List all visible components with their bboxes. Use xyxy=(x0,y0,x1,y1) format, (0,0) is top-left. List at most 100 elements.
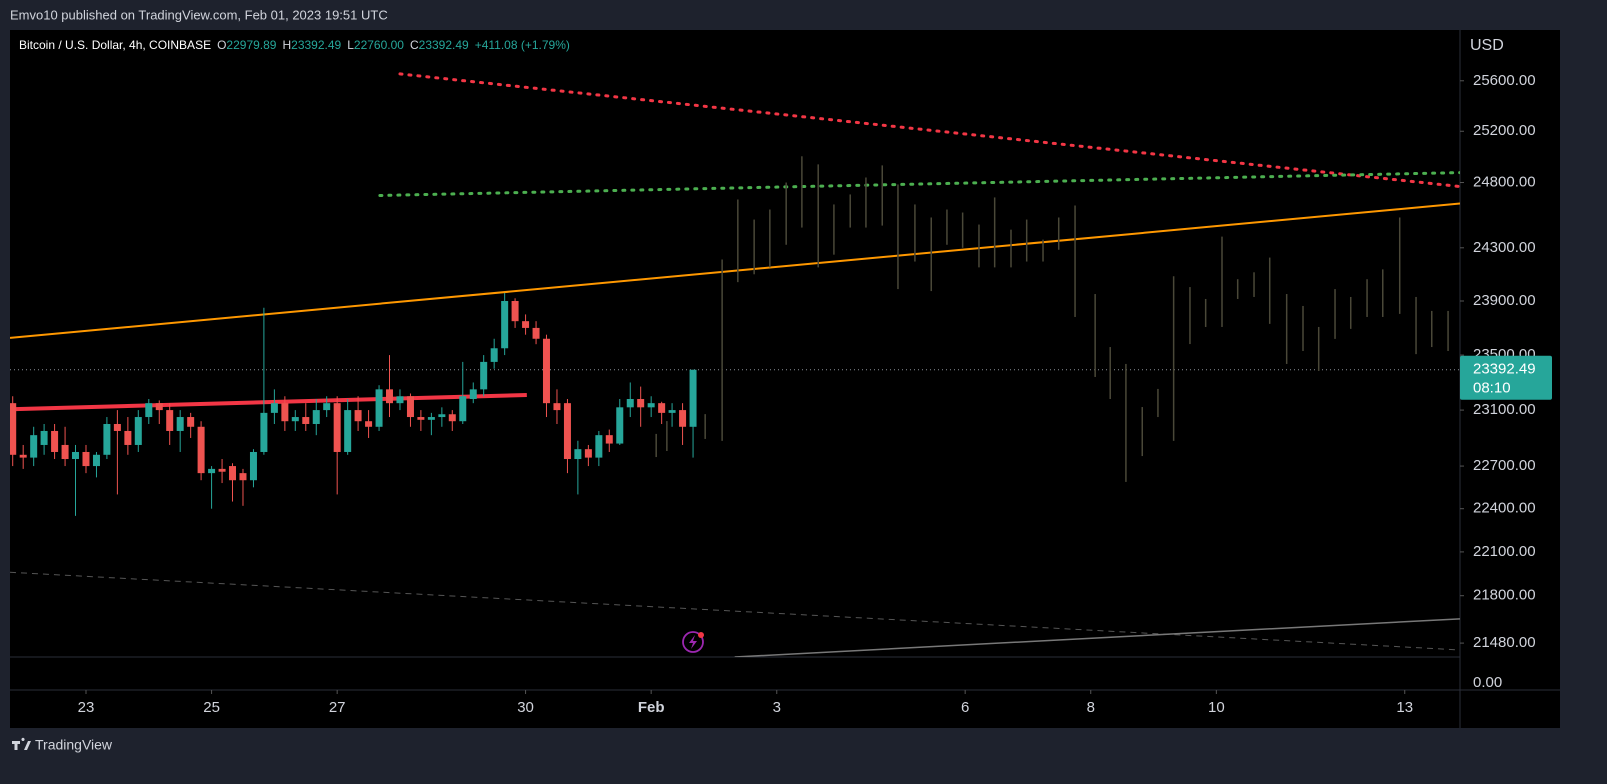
candle-body xyxy=(511,300,519,322)
candle-body xyxy=(10,403,17,455)
x-tick-label: 8 xyxy=(1087,699,1095,716)
candle-body xyxy=(197,426,205,474)
legend-value: 23392.49 xyxy=(419,38,469,52)
y-tick-label: 22700.00 xyxy=(1473,457,1536,474)
candle-body xyxy=(187,417,195,427)
candle-body xyxy=(542,338,550,404)
candle-body xyxy=(40,430,48,445)
plot-area xyxy=(10,72,1460,657)
candle-body xyxy=(658,403,666,413)
candle-body xyxy=(689,369,697,427)
candle-body xyxy=(563,403,571,460)
legend-value: 22760.00 xyxy=(354,38,404,52)
legend-change: +411.08 (+1.79%) xyxy=(475,38,570,52)
candle-body xyxy=(574,449,582,460)
replay-icon[interactable] xyxy=(682,631,704,653)
trend-line xyxy=(10,571,1460,651)
candle-body xyxy=(406,396,414,418)
candle-body xyxy=(312,410,320,424)
candle-body xyxy=(385,389,393,404)
trend-line xyxy=(734,618,1460,657)
x-tick-label: Feb xyxy=(638,699,665,716)
candle-body xyxy=(19,454,27,458)
y-tick-label: 25200.00 xyxy=(1473,122,1536,139)
y-tick-label: 23100.00 xyxy=(1473,401,1536,418)
candle-body xyxy=(239,473,247,481)
currency: USD xyxy=(1470,37,1504,54)
candle-body xyxy=(427,417,435,420)
candle-body xyxy=(490,348,498,362)
y-tick-label: 25600.00 xyxy=(1473,72,1536,89)
candle-body xyxy=(30,435,38,458)
legend-key: C xyxy=(410,38,419,52)
last-price-label: 23392.49 xyxy=(1473,361,1536,378)
candle-body xyxy=(679,410,687,427)
candle-body xyxy=(92,454,100,467)
candle-body xyxy=(228,466,236,481)
candle-body xyxy=(270,403,278,413)
chart-background xyxy=(10,30,1560,728)
attribution: Emvo10 published on TradingView.com, Feb… xyxy=(10,7,388,22)
x-tick-label: 23 xyxy=(78,699,95,716)
candle-body xyxy=(647,403,655,408)
y-tick-label: 21800.00 xyxy=(1473,587,1536,604)
candle-body xyxy=(417,417,425,420)
x-tick-label: 30 xyxy=(517,699,534,716)
candle-body xyxy=(61,444,69,460)
x-tick-label: 25 xyxy=(203,699,220,716)
candle-body xyxy=(459,396,467,422)
y-tick-label: 22100.00 xyxy=(1473,543,1536,560)
lower-pane-tick-label: 0.00 xyxy=(1473,674,1502,691)
legend-value: 23392.49 xyxy=(291,38,341,52)
candle-body xyxy=(375,389,383,427)
x-tick-label: 13 xyxy=(1396,699,1413,716)
candle-body xyxy=(668,410,676,413)
candle-body xyxy=(134,417,142,445)
last-price-tag xyxy=(1460,355,1552,400)
candle-body xyxy=(218,468,226,472)
candle-body xyxy=(365,421,373,427)
y-tick-label: 24800.00 xyxy=(1473,174,1536,191)
candle-body xyxy=(323,403,331,411)
trend-line xyxy=(398,72,1460,189)
candle-body xyxy=(166,410,174,431)
candle-body xyxy=(469,389,477,400)
candle-body xyxy=(155,403,163,411)
countdown-label: 08:10 xyxy=(1473,380,1511,397)
candle-body xyxy=(103,423,111,455)
candle-body xyxy=(302,417,310,424)
candle-body xyxy=(344,410,352,452)
candle-body xyxy=(595,435,603,458)
candle-body xyxy=(71,451,79,460)
legend-key: H xyxy=(282,38,291,52)
candle-body xyxy=(522,321,530,328)
candle-body xyxy=(553,403,561,411)
legend-value: 22979.89 xyxy=(226,38,276,52)
candle-body xyxy=(584,449,592,458)
candle-body xyxy=(82,451,90,467)
candle-body xyxy=(51,430,59,452)
candle-body xyxy=(605,435,613,444)
x-tick-label: 3 xyxy=(773,699,781,716)
legend-key: L xyxy=(347,38,354,52)
candle-body xyxy=(501,300,509,349)
candle-body xyxy=(124,430,132,445)
candle-body xyxy=(249,451,257,481)
candle-body xyxy=(333,403,341,452)
candle-body xyxy=(396,396,404,404)
x-tick-label: 6 xyxy=(961,699,969,716)
symbol-title: Bitcoin / U.S. Dollar, 4h, COINBASE xyxy=(19,38,211,52)
candle-body xyxy=(113,423,121,431)
candle-body xyxy=(616,407,624,444)
candle-body xyxy=(176,417,184,431)
brand: TradingView xyxy=(35,737,113,753)
trend-line xyxy=(10,202,1460,339)
candle-body xyxy=(448,414,456,422)
candle-body xyxy=(354,410,362,422)
trend-line xyxy=(14,393,527,412)
y-tick-label: 21480.00 xyxy=(1473,634,1536,651)
y-tick-label: 22400.00 xyxy=(1473,500,1536,517)
x-tick-label: 27 xyxy=(329,699,346,716)
candle-body xyxy=(438,414,446,418)
